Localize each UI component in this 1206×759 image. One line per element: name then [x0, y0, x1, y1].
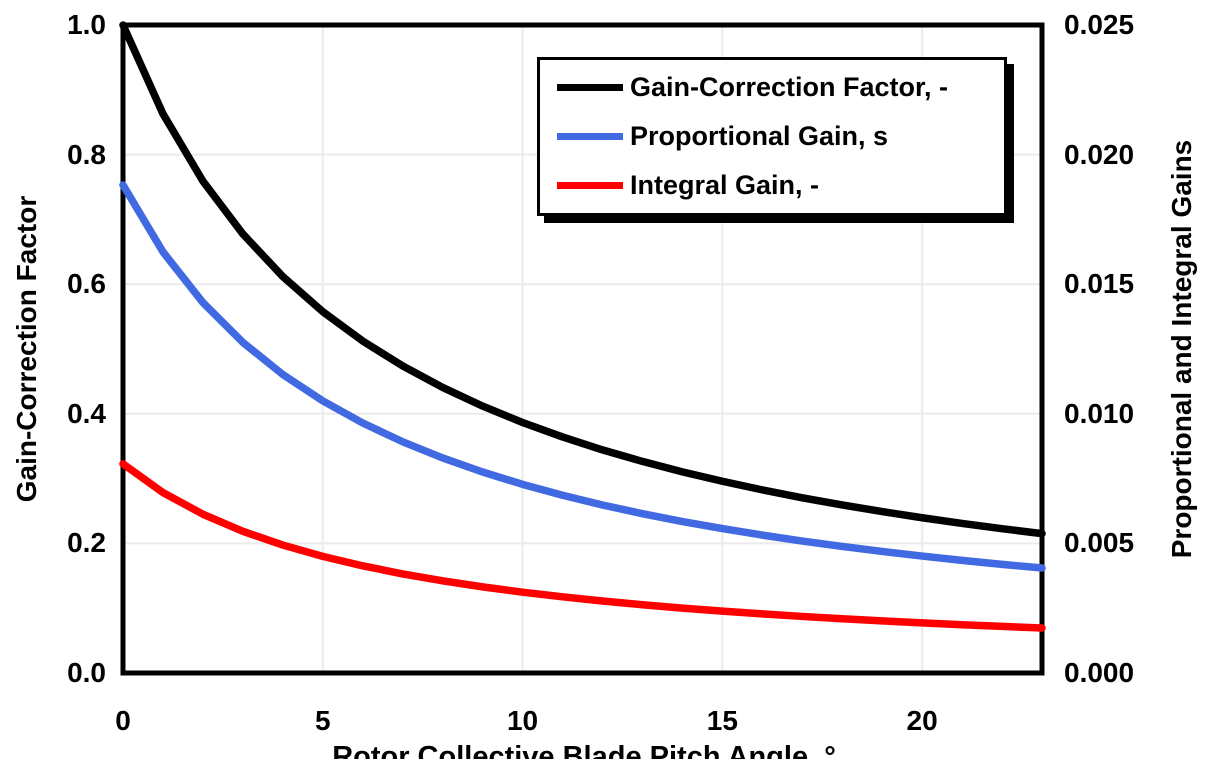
y-axis-right-title: Proportional and Integral Gains: [1166, 139, 1197, 559]
x-axis-tick-label: 5: [314, 705, 331, 736]
legend: Gain-Correction Factor, - Proportional G…: [537, 57, 1007, 216]
y-axis-right-tick-label: 0.005: [1064, 527, 1135, 559]
x-axis-tick-label: 10: [506, 705, 539, 736]
series-line-integral-gain: [119, 460, 1046, 632]
x-axis-tick-label: 0: [115, 705, 131, 736]
y-axis-right-tick-label: 0.015: [1064, 268, 1135, 300]
y-axis-left-tick-label: 0.8: [67, 138, 106, 170]
legend-item-integral-gain: Integral Gain, -: [557, 161, 1004, 210]
x-axis-tick-label: 20: [906, 705, 938, 736]
y-axis-left-tick-label: 0.4: [67, 397, 106, 429]
series-line-proportional-gain-s: [119, 181, 1046, 572]
y-axis-left-tick-label: 0.0: [67, 657, 106, 688]
legend-label: Integral Gain, -: [630, 170, 820, 200]
y-axis-right-tick-label: 0.020: [1064, 138, 1135, 170]
y-axis-left-tick-label: 0.2: [67, 527, 106, 559]
y-axis-left-title: Gain-Correction Factor: [11, 195, 42, 503]
plot-frame: [120, 22, 1045, 676]
legend-item-proportional-gain: Proportional Gain, s: [557, 112, 1004, 161]
y-axis-right-tick-label: 0.010: [1064, 397, 1135, 429]
legend-line-swatch-black: [557, 84, 623, 91]
y-axis-left-tick-label: 0.6: [67, 268, 106, 300]
x-axis-tick-label: 15: [706, 705, 738, 736]
legend-label: Proportional Gain, s: [630, 121, 889, 151]
series-line-gain-correction-factor: [119, 21, 1046, 538]
legend-label: Gain-Correction Factor, -: [630, 72, 949, 102]
legend-item-gain-correction: Gain-Correction Factor, -: [557, 63, 1004, 112]
y-axis-right-tick-label: 0.000: [1064, 657, 1135, 688]
y-axis-left-tick-label: 1.0: [67, 9, 106, 40]
y-axis-right-tick-label: 0.025: [1064, 9, 1135, 40]
legend-line-swatch-blue: [557, 133, 623, 140]
x-axis-title: Rotor Collective Blade Pitch Angle, °: [332, 741, 836, 759]
legend-line-swatch-red: [557, 182, 623, 189]
